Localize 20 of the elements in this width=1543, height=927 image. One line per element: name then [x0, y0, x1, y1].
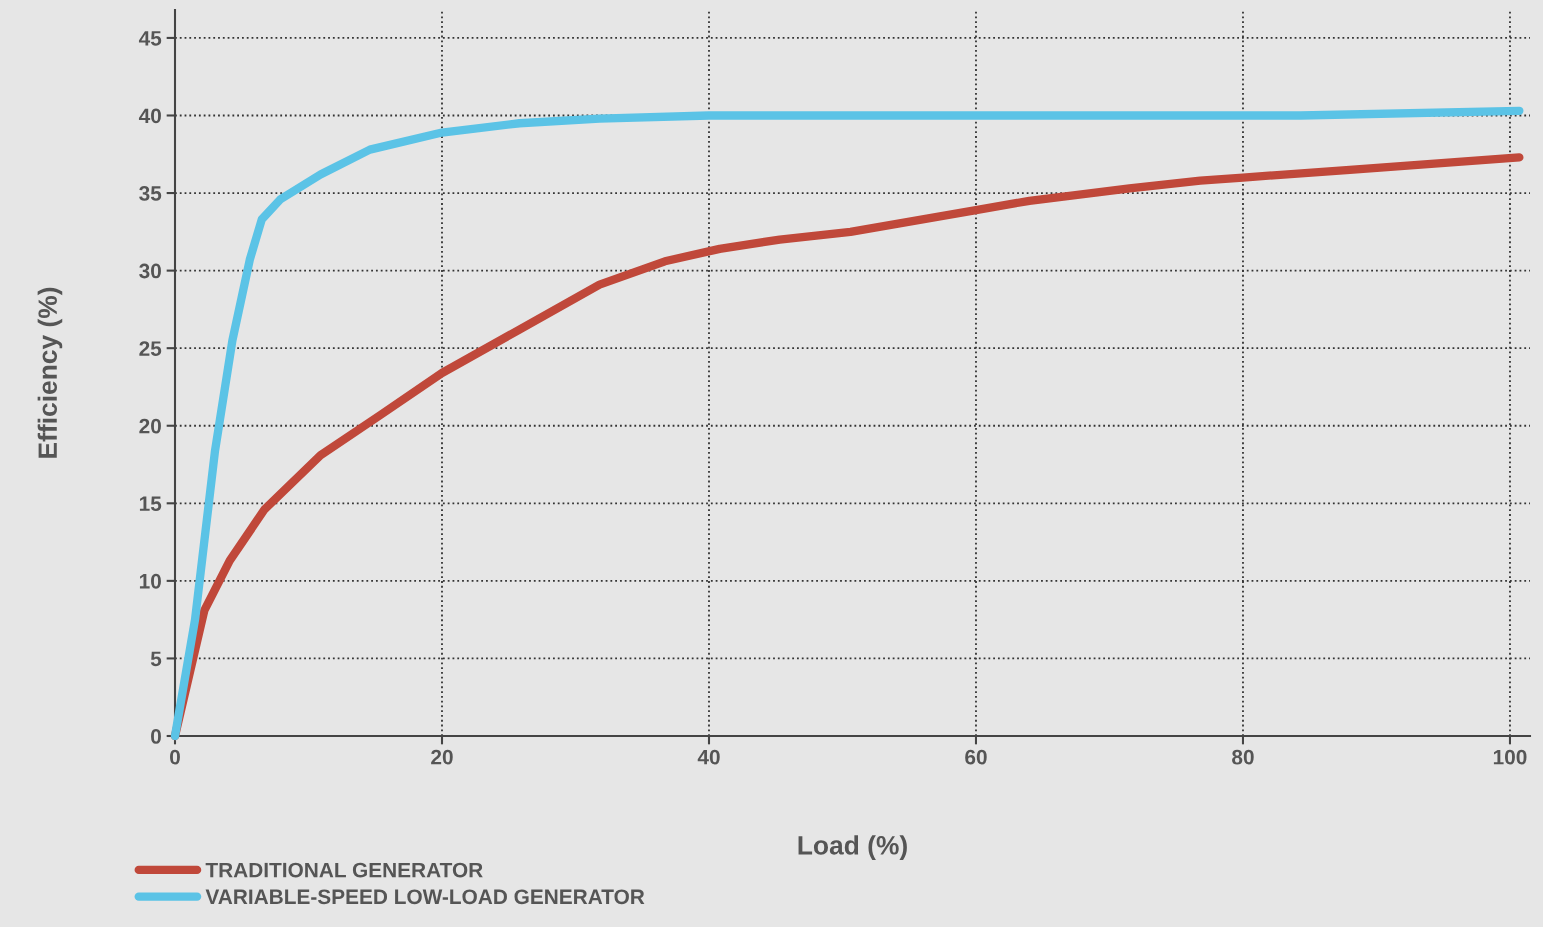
y-tick-label: 25 [139, 341, 162, 356]
y-axis-title: Efficiency (%) [37, 287, 63, 458]
y-tick-label: 15 [139, 496, 162, 512]
x-tick-label: 100 [1493, 749, 1527, 765]
y-tick-label: 5 [150, 651, 162, 667]
y-tick-label: 20 [139, 418, 161, 434]
y-tick-label: 30 [139, 263, 161, 279]
y-tick-label: 40 [138, 108, 161, 124]
x-tick-label: 0 [170, 749, 180, 765]
y-tick-label: 35 [139, 186, 162, 201]
legend-label: TRADITIONAL GENERATOR [205, 862, 483, 878]
y-tick-label: 45 [138, 31, 162, 46]
x-tick-label: 80 [1232, 749, 1254, 765]
x-tick-label: 40 [697, 749, 720, 765]
x-axis-title: Load (%) [798, 835, 907, 860]
y-tick-label: 10 [139, 573, 161, 589]
legend-label: VARIABLE-SPEED LOW-LOAD GENERATOR [205, 889, 645, 905]
x-tick-label: 60 [965, 749, 987, 765]
x-tick-label: 20 [431, 749, 453, 765]
y-tick-label: 0 [151, 729, 161, 744]
